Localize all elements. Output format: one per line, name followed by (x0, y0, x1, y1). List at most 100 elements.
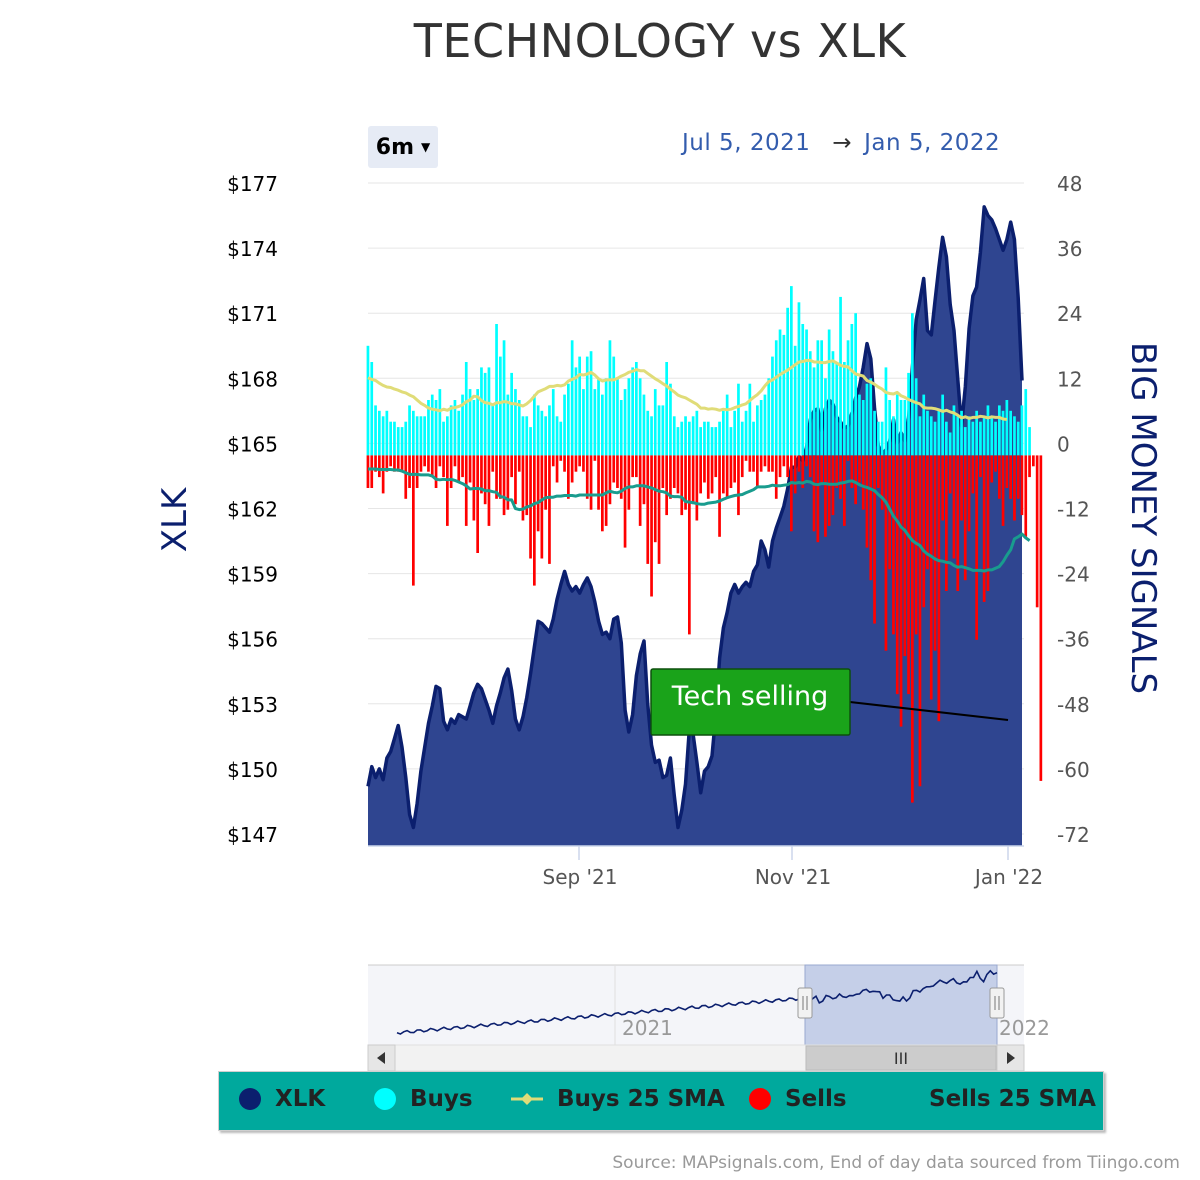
sells-bar (759, 455, 763, 472)
sells-bar (657, 455, 661, 564)
buys-bar (657, 405, 661, 456)
sells-bar (926, 455, 929, 570)
buys-bar (593, 389, 597, 456)
legend-item-sells-25-sma[interactable]: Sells 25 SMA (929, 1086, 1096, 1112)
buys-bar (464, 362, 468, 456)
buys-bar (480, 367, 483, 456)
chart-svg: $177 $174 $171 $168 $165 $162 $159 $156 $153 $150… (155, 172, 1163, 1072)
legend-item-sells[interactable]: Sells (749, 1086, 847, 1112)
buys-bar (514, 389, 517, 456)
sells-bar (899, 455, 903, 727)
legend-item-buys[interactable]: Buys (374, 1086, 473, 1112)
buys-bar (578, 356, 581, 456)
y-left-tick-label: $156 (227, 628, 278, 652)
buys-bar (612, 356, 616, 456)
buys-bar (623, 389, 627, 456)
legend-label: Buys 25 SMA (557, 1086, 725, 1112)
buys-bar (827, 329, 831, 456)
sells-bar (933, 455, 937, 651)
date-range-from[interactable]: Jul 5, 2021 (682, 130, 811, 156)
sells-bar (774, 455, 778, 499)
legend-item-buys-25-sma[interactable]: Buys 25 SMA (511, 1086, 725, 1112)
y-left-tick-label: $162 (227, 498, 278, 522)
sells-bar (669, 455, 672, 499)
chart-title: TECHNOLOGY vs XLK (413, 14, 907, 68)
buys-bar (419, 416, 423, 456)
navigator-handle-left[interactable] (797, 987, 813, 1019)
sells-bar (1024, 455, 1028, 537)
sells-bar (903, 455, 907, 657)
chevron-down-icon: ▼ (421, 140, 431, 154)
sells-bar (865, 455, 869, 548)
buys-bar (998, 405, 1001, 456)
buys-bar (805, 329, 808, 456)
buys-bar (801, 324, 805, 456)
buys-bar (408, 405, 411, 456)
sells-bar (536, 455, 540, 532)
buys-bar (691, 416, 695, 456)
buys-bar (525, 416, 529, 456)
range-selector-button[interactable]: 6m ▼ (368, 126, 438, 168)
sells-bar (744, 455, 748, 461)
sells-bar (986, 455, 990, 591)
buys-bar (763, 394, 767, 456)
sells-bar (616, 455, 619, 488)
sells-bar (948, 455, 952, 494)
navigator-handle-left-box[interactable] (797, 987, 813, 1019)
buys-bar (495, 324, 498, 456)
buys-bar (468, 389, 472, 456)
sells-bar (483, 455, 487, 505)
sells-bar (514, 455, 517, 505)
sells-bar (593, 455, 597, 461)
sells-bar (808, 455, 812, 478)
navigator[interactable]: 2021 2022 III (367, 964, 1050, 1072)
navigator-handle-right[interactable] (989, 987, 1005, 1019)
sells-bar (597, 455, 600, 510)
sells-bar (608, 455, 612, 505)
sells-bar (952, 455, 956, 559)
sells-bar (533, 455, 536, 586)
date-range-display: Jul 5, 2021 → Jan 5, 2022 (682, 130, 1000, 156)
sells-bar (725, 455, 729, 499)
sells-bar (495, 455, 498, 499)
sells-bar (827, 455, 831, 526)
navigator-handle-right-box[interactable] (989, 987, 1005, 1019)
buys-bar (982, 416, 986, 456)
legend-item-xlk[interactable]: XLK (239, 1086, 325, 1112)
buys-bar (918, 416, 922, 456)
sells-bar (956, 455, 960, 591)
buys-bar (506, 394, 510, 456)
sells-bar (510, 455, 513, 478)
buys-bar (948, 432, 952, 456)
buys-bar (427, 400, 430, 456)
buys-bar (1028, 427, 1031, 456)
buys-bar (963, 427, 967, 456)
sells-bar (525, 455, 529, 516)
navigator-selected-range[interactable] (804, 964, 998, 1046)
buys-bar (722, 410, 725, 456)
buys-bar (706, 421, 710, 456)
buys-bar (861, 400, 865, 456)
sells-bar (582, 455, 585, 472)
date-range-to[interactable]: Jan 5, 2022 (864, 130, 1001, 156)
annotation-box (650, 668, 851, 736)
sells-bar (480, 455, 483, 494)
sells-bar (767, 455, 771, 472)
buys-bar (718, 421, 721, 456)
sells-bar (854, 455, 857, 505)
sells-bar (884, 455, 888, 651)
sells-bar (604, 455, 608, 526)
sells-bar (400, 455, 404, 472)
sells-bar (396, 455, 400, 472)
buys-bar (616, 378, 619, 456)
sells-bar (722, 455, 725, 494)
sells-bar (502, 455, 506, 516)
sells-bar (967, 455, 971, 532)
buys-bar (839, 296, 842, 456)
sells-bar (805, 455, 808, 467)
buys-bar (820, 340, 823, 456)
scrollbar-thumb[interactable] (805, 1045, 997, 1071)
sells-bar (1013, 455, 1016, 521)
buys-bar (499, 356, 502, 456)
buys-bar (979, 421, 982, 456)
